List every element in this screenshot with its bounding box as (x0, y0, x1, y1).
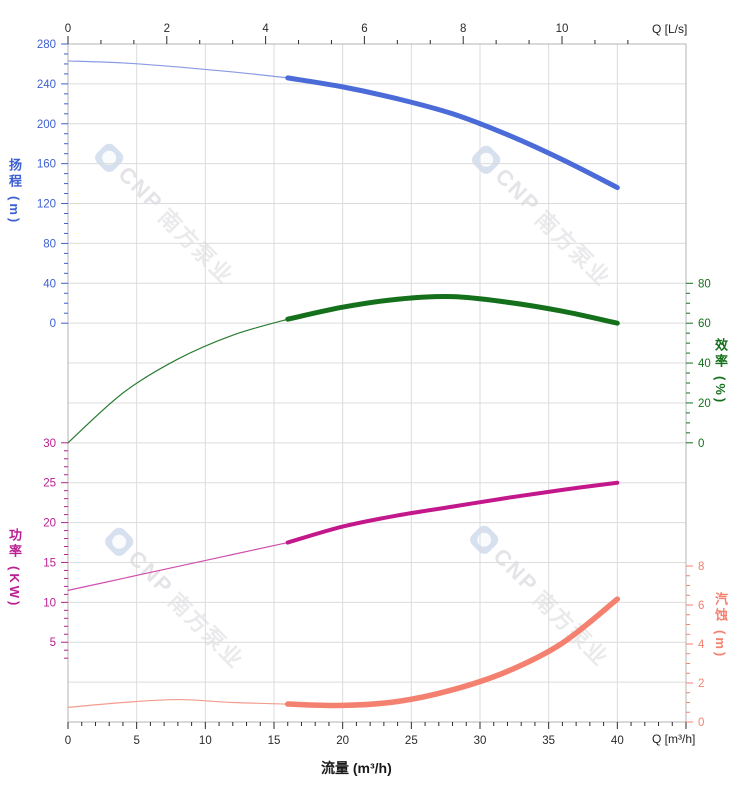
power-curve (285, 480, 620, 545)
svg-text:20: 20 (698, 398, 711, 410)
top-axis-unit-label: Q [L/s] (652, 22, 688, 36)
svg-text:240: 240 (37, 79, 56, 91)
svg-text:4: 4 (698, 639, 705, 651)
svg-text:15: 15 (268, 735, 281, 747)
svg-text:6: 6 (361, 23, 367, 35)
svg-text:35: 35 (542, 735, 555, 747)
svg-text:30: 30 (474, 735, 487, 747)
svg-text:280: 280 (37, 39, 56, 51)
bottom-axis: 0 5 10 15 20 25 30 35 40 (65, 722, 687, 747)
power-axis-title: 功率(KW) (7, 528, 22, 609)
bottom-axis-unit-label: Q [m³/h] (652, 732, 696, 746)
svg-text:160: 160 (37, 159, 56, 171)
power-curve-thin (67, 541, 289, 591)
svg-text:10: 10 (199, 735, 212, 747)
head-curve-thin (67, 60, 289, 79)
npsh-axis: 0 2 4 6 8 (686, 561, 705, 729)
svg-text:5: 5 (50, 637, 56, 649)
svg-text:2: 2 (164, 23, 170, 35)
svg-text:20: 20 (43, 518, 56, 530)
efficiency-curve-thin (67, 318, 289, 444)
svg-text:0: 0 (65, 735, 71, 747)
top-axis: 0 2 4 6 8 10 (65, 23, 629, 44)
svg-text:20: 20 (336, 735, 349, 747)
svg-text:8: 8 (460, 23, 466, 35)
svg-text:10: 10 (43, 597, 56, 609)
svg-text:6: 6 (698, 600, 704, 612)
svg-text:15: 15 (43, 557, 56, 569)
svg-text:4: 4 (262, 23, 269, 35)
npsh-curve (284, 596, 621, 709)
svg-text:200: 200 (37, 119, 56, 131)
svg-text:10: 10 (556, 23, 569, 35)
svg-text:2: 2 (698, 678, 704, 690)
npsh-axis-title: 汽蚀(m) (713, 592, 728, 660)
svg-text:40: 40 (611, 735, 624, 747)
efficiency-curve (285, 294, 620, 326)
svg-text:0: 0 (698, 438, 704, 450)
head-curve (285, 75, 620, 191)
svg-text:60: 60 (698, 318, 711, 330)
svg-text:0: 0 (698, 717, 704, 729)
gridlines (68, 44, 686, 722)
power-axis: 5 10 15 20 25 30 (43, 438, 68, 659)
svg-text:120: 120 (37, 199, 56, 211)
svg-text:8: 8 (698, 561, 704, 573)
svg-text:80: 80 (698, 278, 711, 290)
svg-text:5: 5 (133, 735, 139, 747)
efficiency-axis: 0 20 40 60 80 (686, 278, 711, 450)
flow-axis-title: 流量 (m³/h) (321, 760, 392, 776)
svg-text:40: 40 (43, 278, 56, 290)
svg-text:25: 25 (405, 735, 418, 747)
svg-text:30: 30 (43, 438, 56, 450)
head-axis: 0 40 80 120 160 200 240 280 (37, 39, 68, 330)
svg-text:40: 40 (698, 358, 711, 370)
svg-text:25: 25 (43, 478, 56, 490)
svg-text:0: 0 (50, 318, 56, 330)
svg-text:80: 80 (43, 238, 56, 250)
efficiency-axis-title: 效率(%) (713, 338, 728, 406)
head-axis-title: 扬程(m) (7, 158, 22, 226)
svg-text:0: 0 (65, 23, 71, 35)
npsh-curve-thin (67, 698, 289, 708)
